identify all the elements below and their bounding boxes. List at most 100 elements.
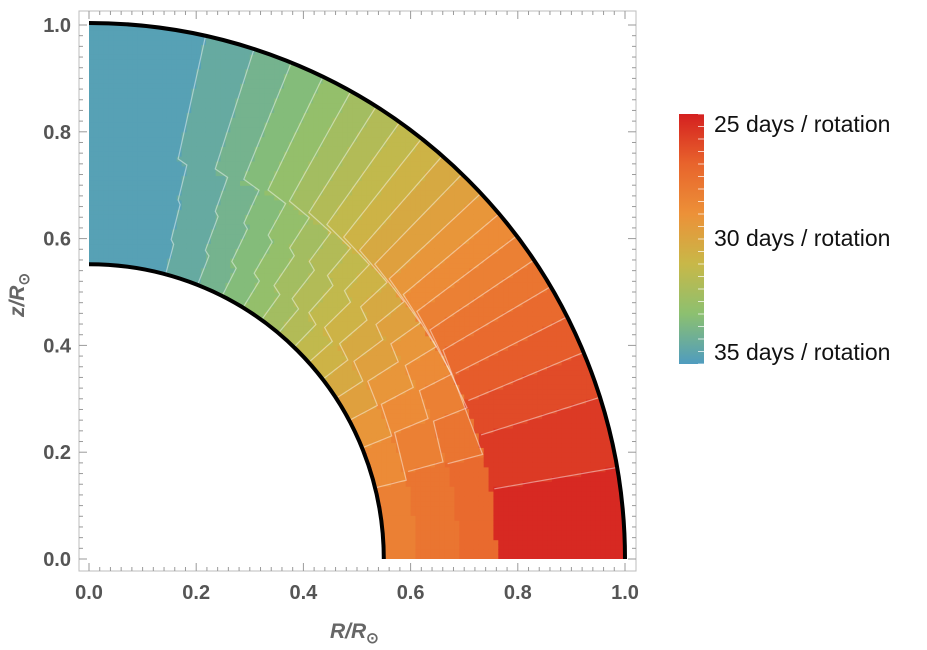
contour-cell bbox=[269, 58, 275, 65]
contour-cell bbox=[298, 321, 304, 327]
contour-cell bbox=[210, 39, 217, 46]
contour-cell bbox=[264, 58, 270, 65]
contour-cell bbox=[376, 180, 382, 186]
contour-cell bbox=[283, 136, 290, 143]
contour-cell bbox=[459, 369, 465, 376]
contour-cell bbox=[176, 92, 183, 99]
contour-cell bbox=[371, 258, 378, 264]
contour-cell bbox=[366, 117, 373, 123]
contour-cell bbox=[352, 151, 358, 157]
contour-cell bbox=[123, 39, 129, 46]
contour-cell bbox=[430, 389, 436, 395]
contour-cell bbox=[283, 151, 290, 157]
contour-cell bbox=[210, 194, 217, 201]
contour-cell bbox=[274, 224, 280, 230]
contour-cell bbox=[283, 214, 290, 220]
contour-cell bbox=[171, 122, 178, 128]
contour-cell bbox=[269, 122, 275, 128]
contour-cell bbox=[220, 199, 227, 206]
contour-cell bbox=[283, 258, 290, 264]
contour-cell bbox=[454, 190, 460, 196]
contour-cell bbox=[347, 253, 353, 259]
contour-cell bbox=[215, 131, 222, 138]
contour-cell bbox=[127, 78, 134, 84]
contour-cell bbox=[386, 389, 392, 395]
contour-cell bbox=[298, 228, 304, 235]
contour-cell bbox=[376, 481, 382, 487]
contour-cell bbox=[259, 209, 266, 215]
contour-cell bbox=[420, 379, 426, 385]
contour-cell bbox=[259, 258, 266, 264]
contour-cell bbox=[342, 384, 348, 390]
contour-cell bbox=[371, 204, 378, 211]
contour-cell bbox=[240, 262, 246, 269]
contour-cell bbox=[215, 102, 222, 109]
contour-cell bbox=[259, 243, 266, 249]
contour-cell bbox=[147, 175, 153, 181]
contour-cell bbox=[371, 359, 378, 366]
contour-cell bbox=[391, 345, 397, 351]
contour-cell bbox=[191, 238, 197, 245]
contour-cell bbox=[137, 141, 144, 147]
contour-cell bbox=[205, 224, 212, 230]
contour-cell bbox=[327, 156, 334, 162]
contour-cell bbox=[352, 350, 358, 356]
contour-cell bbox=[118, 126, 124, 133]
contour-cell bbox=[313, 194, 319, 201]
contour-cell bbox=[430, 306, 436, 313]
contour-cell bbox=[434, 495, 441, 502]
contour-cell bbox=[225, 49, 231, 55]
contour-cell bbox=[420, 495, 426, 502]
contour-cell bbox=[405, 228, 412, 235]
contour-cell bbox=[449, 238, 456, 245]
contour-cell bbox=[386, 156, 392, 162]
contour-cell bbox=[93, 204, 100, 211]
contour-cell bbox=[230, 214, 236, 220]
contour-cell bbox=[288, 190, 295, 196]
contour-cell bbox=[157, 219, 163, 225]
contour-cell bbox=[157, 243, 163, 249]
contour-cell bbox=[376, 355, 382, 361]
contour-cell bbox=[395, 258, 402, 264]
contour-cell bbox=[274, 267, 280, 274]
contour-cell bbox=[274, 262, 280, 269]
contour-cell bbox=[240, 258, 246, 264]
contour-cell bbox=[420, 393, 426, 400]
contour-cell bbox=[162, 49, 168, 55]
contour-cell bbox=[449, 384, 456, 390]
contour-cell bbox=[123, 63, 129, 70]
contour-cell bbox=[434, 427, 441, 434]
contour-cell bbox=[337, 131, 343, 138]
contour-cell bbox=[93, 146, 100, 152]
contour-cell bbox=[386, 287, 392, 293]
contour-cell bbox=[152, 160, 158, 167]
contour-cell bbox=[361, 146, 368, 152]
contour-cell bbox=[376, 418, 382, 424]
contour-cell bbox=[147, 97, 153, 104]
contour-cell bbox=[459, 418, 465, 424]
contour-cell bbox=[127, 34, 134, 41]
contour-cell bbox=[249, 146, 256, 152]
contour-cell bbox=[201, 88, 207, 94]
contour-cell bbox=[244, 49, 251, 55]
contour-cell bbox=[201, 102, 207, 109]
contour-cell bbox=[137, 180, 144, 186]
contour-cell bbox=[371, 461, 378, 468]
contour-cell bbox=[361, 170, 368, 177]
contour-cell bbox=[318, 282, 324, 288]
contour-cell bbox=[152, 170, 158, 177]
contour-cell bbox=[259, 136, 266, 143]
contour-cell bbox=[322, 92, 329, 99]
contour-cell bbox=[166, 49, 173, 55]
contour-cell bbox=[89, 199, 95, 206]
contour-cell bbox=[439, 384, 446, 390]
contour-cell bbox=[313, 301, 319, 308]
contour-cell bbox=[439, 253, 446, 259]
contour-cell bbox=[269, 204, 275, 211]
contour-cell bbox=[405, 549, 412, 555]
contour-cell bbox=[357, 413, 363, 419]
contour-cell bbox=[186, 131, 192, 138]
contour-cell bbox=[240, 122, 246, 128]
contour-cell bbox=[395, 529, 402, 536]
contour-cell bbox=[318, 156, 324, 162]
